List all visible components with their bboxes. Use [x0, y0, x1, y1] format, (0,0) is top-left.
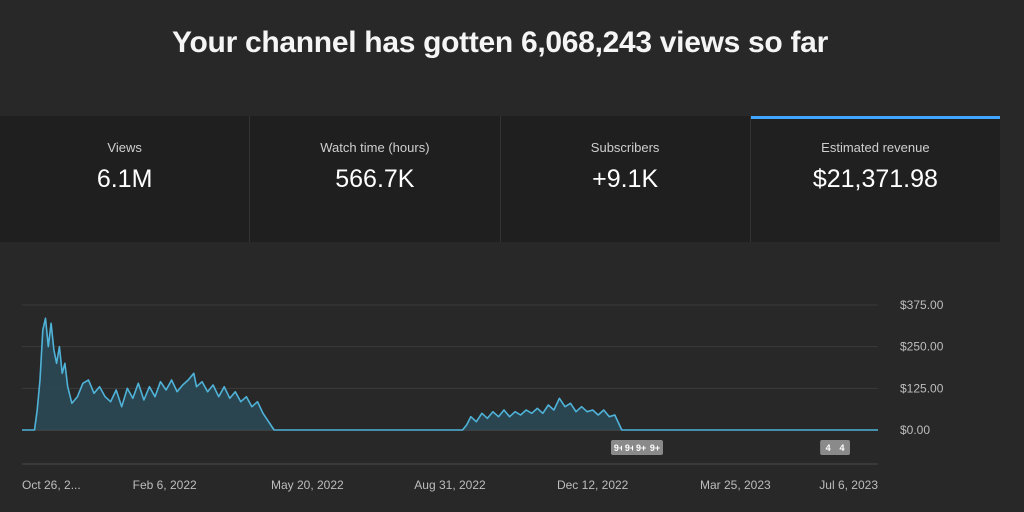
- metric-label: Subscribers: [501, 140, 750, 155]
- metric-label: Views: [0, 140, 249, 155]
- metric-cards: Views 6.1M Watch time (hours) 566.7K Sub…: [0, 116, 1000, 242]
- page-title: Your channel has gotten 6,068,243 views …: [0, 26, 1000, 60]
- x-tick-label: Feb 6, 2022: [133, 478, 197, 492]
- metric-card-watch-time[interactable]: Watch time (hours) 566.7K: [250, 116, 500, 242]
- metric-value: 566.7K: [250, 165, 499, 194]
- x-tick-label: Dec 12, 2022: [557, 478, 629, 492]
- x-tick-label: May 20, 2022: [271, 478, 344, 492]
- annotation-label: 4: [826, 443, 831, 453]
- metric-value: $21,371.98: [751, 165, 1000, 194]
- metric-value: +9.1K: [501, 165, 750, 194]
- y-tick-label: $375.00: [900, 298, 944, 312]
- annotation-marker[interactable]: 9+: [633, 440, 649, 455]
- y-tick-label: $0.00: [900, 423, 930, 437]
- annotation-label: 9+: [636, 443, 646, 453]
- metric-card-estimated-revenue[interactable]: Estimated revenue $21,371.98: [751, 116, 1000, 242]
- x-tick-label: Jul 6, 2023: [819, 478, 878, 492]
- x-tick-label: Mar 25, 2023: [700, 478, 771, 492]
- metric-label: Estimated revenue: [751, 140, 1000, 155]
- metric-value: 6.1M: [0, 165, 249, 194]
- y-tick-label: $125.00: [900, 381, 944, 395]
- x-tick-label: Aug 31, 2022: [414, 478, 486, 492]
- metric-label: Watch time (hours): [250, 140, 499, 155]
- metric-card-views[interactable]: Views 6.1M: [0, 116, 250, 242]
- series-area: [22, 318, 878, 430]
- annotation-label: 4: [839, 443, 844, 453]
- annotation-marker[interactable]: 9+: [647, 440, 663, 455]
- annotation-marker[interactable]: 4: [820, 440, 836, 455]
- metric-card-subscribers[interactable]: Subscribers +9.1K: [501, 116, 751, 242]
- revenue-chart[interactable]: $375.00 $250.00 $125.00 $0.00 Oct 26, 2... Fe…: [0, 242, 1000, 507]
- y-tick-label: $250.00: [900, 340, 944, 354]
- annotation-label: 9+: [650, 443, 660, 453]
- annotation-marker[interactable]: 4: [834, 440, 850, 455]
- x-tick-label: Oct 26, 2...: [22, 478, 81, 492]
- revenue-chart-svg: $375.00 $250.00 $125.00 $0.00 Oct 26, 2... Fe…: [0, 242, 1000, 507]
